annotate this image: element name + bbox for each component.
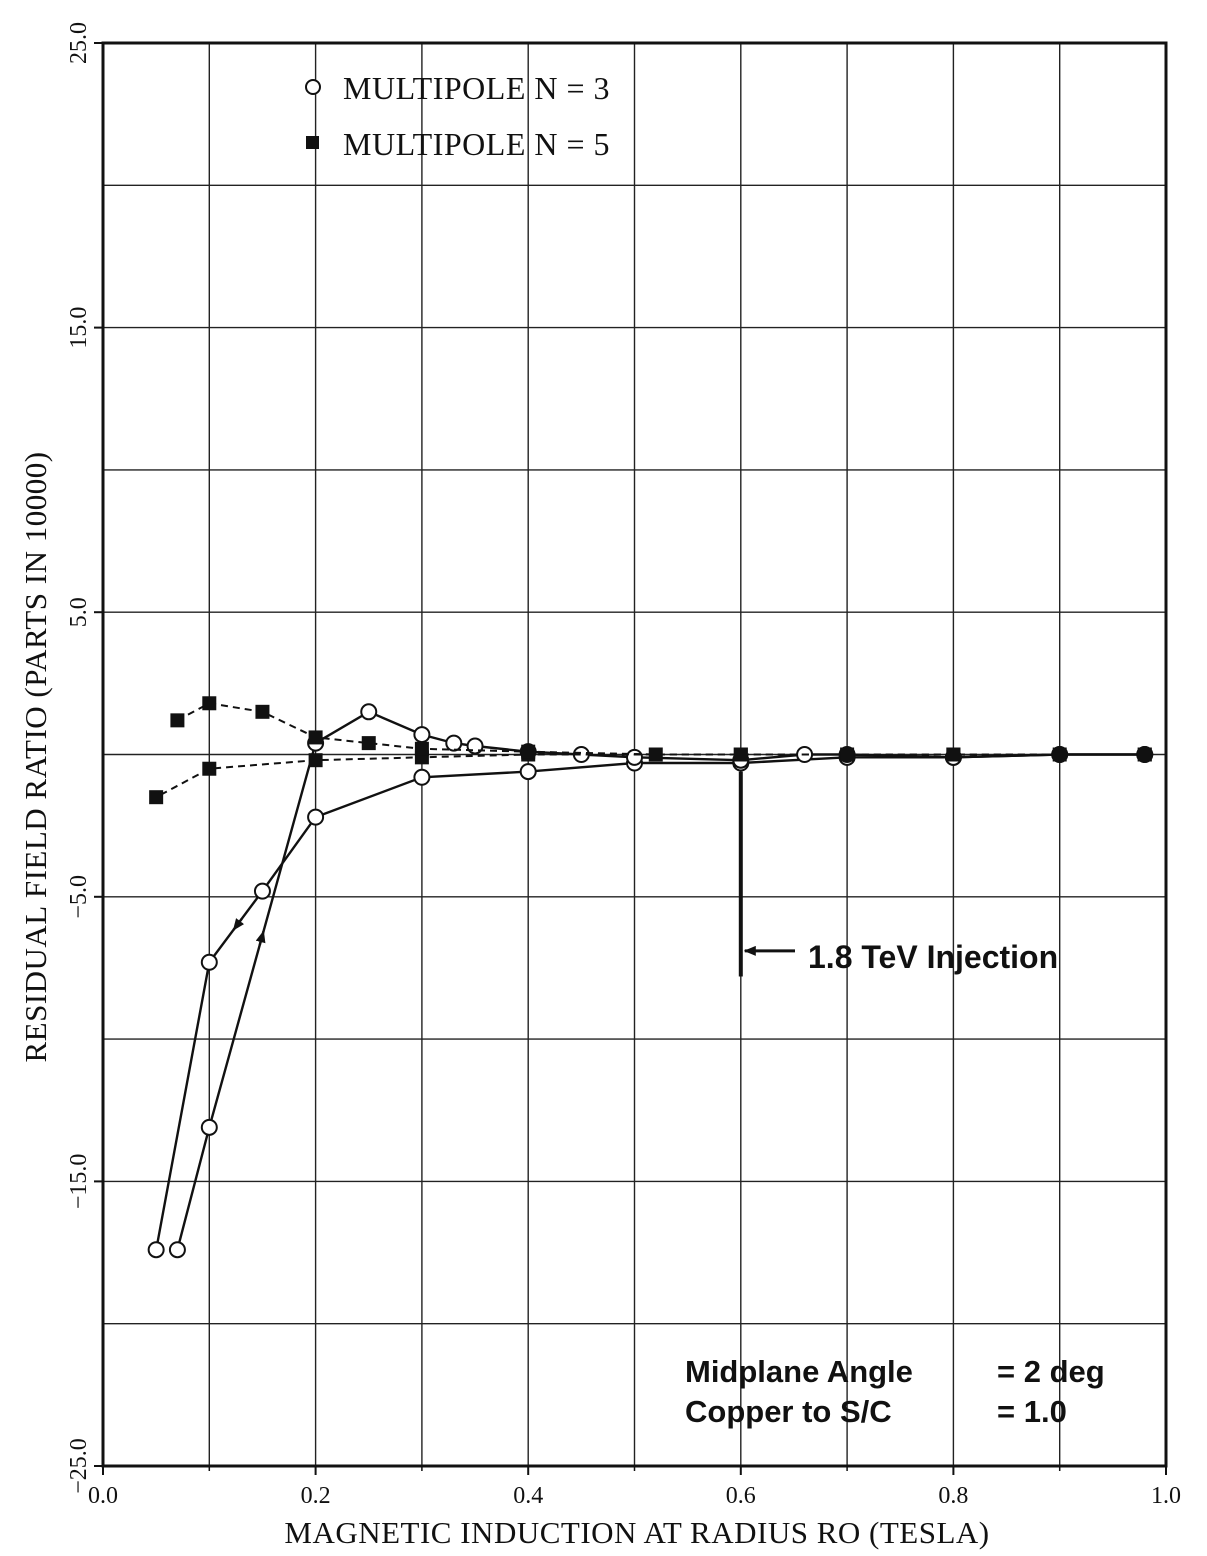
x-tick-label: 1.0 [1151, 1483, 1181, 1509]
series-line-down-ramp [155, 753, 1145, 799]
y-tick-label: 25.0 [66, 22, 92, 64]
data-point [361, 736, 376, 751]
data-point [414, 741, 429, 756]
data-point [445, 734, 463, 752]
data-point [648, 747, 663, 762]
x-tick-label: 0.2 [301, 1483, 331, 1509]
y-tick-label: 15.0 [66, 307, 92, 349]
series-n3 [147, 703, 1154, 1259]
data-point [200, 953, 218, 971]
data-point [840, 747, 855, 762]
series-line-up-ramp [176, 710, 1145, 1251]
series-n5 [149, 696, 1152, 805]
data-point [308, 753, 323, 768]
data-point [1052, 747, 1067, 762]
x-axis-title: MAGNETIC INDUCTION AT RADIUS RO (TESLA) [284, 1515, 989, 1550]
y-axis-title: RESIDUAL FIELD RATIO (PARTS IN 10000) [18, 451, 53, 1062]
y-tick-label: −15.0 [66, 1154, 92, 1210]
data-point [200, 1118, 218, 1136]
data-point [308, 730, 323, 745]
data-point [147, 1241, 165, 1259]
data-point [168, 1241, 186, 1259]
data-point [519, 763, 537, 781]
copper-ratio-value: = 1.0 [997, 1394, 1067, 1429]
annotation-layer [738, 771, 795, 977]
data-point [170, 713, 185, 728]
series-line-down-ramp [155, 753, 1145, 1250]
legend-label-n5: MULTIPOLE N = 5 [343, 126, 610, 162]
data-point [202, 696, 217, 711]
copper-ratio-label: Copper to S/C [685, 1394, 892, 1429]
legend-marker-n5 [306, 136, 319, 149]
x-tick-label: 0.8 [938, 1483, 968, 1509]
midplane-angle-value: = 2 deg [997, 1354, 1105, 1389]
direction-arrow [232, 917, 245, 931]
x-tick-label: 0.4 [513, 1483, 543, 1509]
data-point [946, 747, 961, 762]
data-point [149, 790, 164, 805]
legend-marker-n3 [305, 79, 321, 95]
legend: MULTIPOLE N = 3 MULTIPOLE N = 5 [305, 70, 610, 162]
data-point [307, 808, 325, 826]
injection-label: 1.8 TeV Injection [808, 939, 1058, 975]
y-tick-label: −25.0 [66, 1438, 92, 1494]
data-point [202, 761, 217, 776]
axis-ticks: 0.0 0.2 0.4 0.6 0.8 1.0 −25.0 −15.0 −5.0 5.0 15.0 2… [66, 22, 1181, 1509]
data-point [626, 748, 643, 766]
data-point [1137, 747, 1152, 762]
parameters-note: Midplane Angle = 2 deg Copper to S/C = 1… [685, 1354, 1105, 1429]
data-point [360, 703, 378, 721]
y-tick-label: −5.0 [66, 875, 92, 919]
x-tick-label: 0.0 [88, 1483, 118, 1509]
data-point [521, 744, 536, 759]
data-point [413, 768, 431, 786]
data-point [255, 704, 270, 719]
y-tick-label: 5.0 [66, 597, 92, 627]
data-point [733, 747, 748, 762]
data-point [253, 882, 271, 900]
legend-label-n3: MULTIPOLE N = 3 [343, 70, 610, 106]
x-tick-label: 0.6 [726, 1483, 756, 1509]
direction-arrow [255, 930, 266, 946]
data-point [413, 726, 431, 744]
midplane-angle-label: Midplane Angle [685, 1354, 913, 1389]
series-layer [147, 696, 1154, 1259]
